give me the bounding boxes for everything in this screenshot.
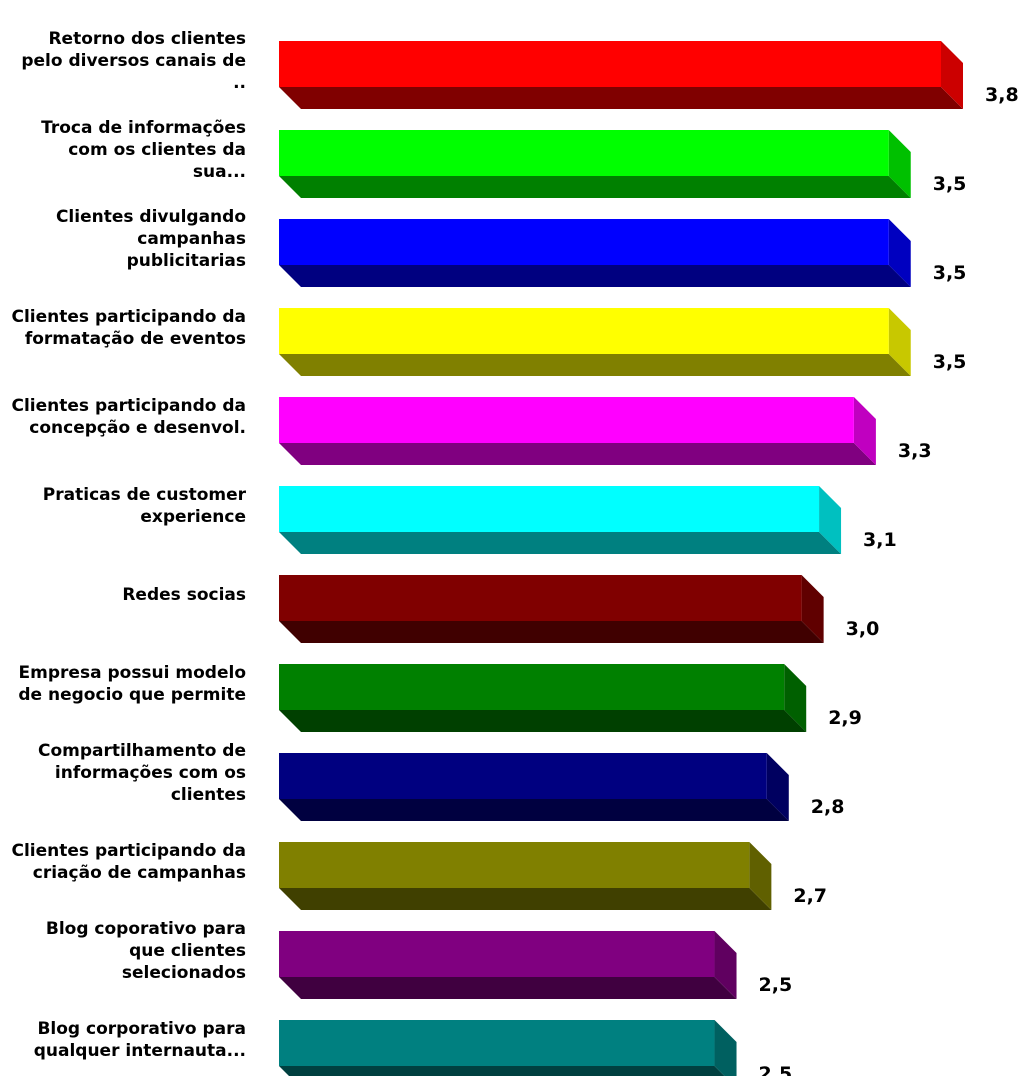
bar-6-bottom [279,532,842,554]
category-label-12-line-2: qualquer internauta... [34,1041,246,1061]
bar-2-side [888,130,911,198]
bar-10 [279,842,750,888]
category-label-2-line-1: Troca de informações [41,118,246,138]
value-label-9: 2,8 [811,796,845,818]
bar-8 [279,664,785,710]
bar-3-side [888,219,911,287]
category-label-9: Compartilhamento de informações com os cli… [38,741,246,805]
category-label-3-line-1: Clientes divulgando [56,207,246,227]
category-label-10-line-2: criação de campanhas [33,863,246,883]
category-labels: Retorno dos clientes pelo diversos canais… [12,29,247,1061]
category-label-3: Clientes divulgando campanhas publicitaria… [56,207,246,271]
value-label-10: 2,7 [793,885,827,907]
value-label-3: 3,5 [933,262,967,284]
value-label-8: 2,9 [828,707,862,729]
bars-group [279,41,963,1076]
category-label-2-line-2: com os clientes da [68,140,246,160]
category-label-11-line-2: que clientes [129,941,246,961]
category-label-11: Blog coporativo para que clientes selecion… [46,919,246,983]
bar-11-side [714,931,737,999]
bar-4 [279,308,889,354]
category-label-8-line-2: de negocio que permite [18,685,246,705]
bar-5-side [853,397,876,465]
bar-5 [279,397,854,443]
category-label-9-line-2: informações com os [55,763,246,783]
category-label-12-line-1: Blog corporativo para [37,1019,246,1039]
category-label-12: Blog corporativo para qualquer internauta… [34,1019,246,1061]
bar-5-bottom [279,443,876,465]
bar-1-bottom [279,87,963,109]
category-label-11-line-3: selecionados [122,963,246,983]
category-label-5-line-1: Clientes participando da [12,396,247,416]
category-label-2: Troca de informações com os clientes da su… [41,118,246,182]
category-label-6-line-1: Praticas de customer [43,485,247,505]
bar-2-bottom [279,176,911,198]
bar-10-side [749,842,772,910]
bar-1 [279,41,941,87]
category-label-4: Clientes participando da formatação de ev… [12,307,247,349]
bar-4-bottom [279,354,911,376]
bar-12 [279,1020,715,1066]
bar-9 [279,753,767,799]
category-label-6-line-2: experience [140,507,246,527]
category-label-1: Retorno dos clientes pelo diversos canais… [21,29,246,93]
bar-1-side [941,41,963,109]
category-label-4-line-2: formatação de eventos [25,329,246,349]
category-label-10-line-1: Clientes participando da [12,841,247,861]
bar-7-side [801,575,824,643]
bar-11-bottom [279,977,737,999]
value-label-7: 3,0 [846,618,880,640]
category-label-7-line-1: Redes socias [122,585,246,605]
bar-2 [279,130,889,176]
value-labels: 3,8 3,5 3,5 3,5 3,3 3,1 3,0 2,9 2,8 2,7 2,5 2,5 [759,84,1019,1076]
category-label-11-line-1: Blog coporativo para [46,919,246,939]
category-label-1-line-2: pelo diversos canais de [21,51,246,71]
value-label-4: 3,5 [933,351,967,373]
value-label-12: 2,5 [759,1063,793,1076]
bar-12-side [714,1020,737,1076]
bar-4-side [888,308,911,376]
bar-8-bottom [279,710,807,732]
category-label-8-line-1: Empresa possui modelo [19,663,246,683]
bar-11 [279,931,715,977]
category-label-5: Clientes participando da concepção e dese… [12,396,247,438]
bar-9-side [766,753,789,821]
bar-7 [279,575,802,621]
category-label-2-line-3: sua... [193,162,246,182]
bar-6-side [819,486,842,554]
value-label-6: 3,1 [863,529,897,551]
category-label-10: Clientes participando da criação de campa… [12,841,247,883]
value-label-1: 3,8 [985,84,1019,106]
category-label-3-line-2: campanhas [137,229,246,249]
bar-6 [279,486,820,532]
bar-8-side [784,664,807,732]
bar-7-bottom [279,621,824,643]
value-label-2: 3,5 [933,173,967,195]
category-label-1-line-3: .. [233,73,246,93]
category-label-9-line-1: Compartilhamento de [38,741,246,761]
bar-10-bottom [279,888,772,910]
category-label-1-line-1: Retorno dos clientes [48,29,246,49]
bar-3-bottom [279,265,911,287]
category-label-9-line-3: clientes [171,785,246,805]
category-label-6: Praticas de customer experience [43,485,247,527]
bar-9-bottom [279,799,789,821]
category-label-7: Redes socias [122,585,246,605]
value-label-5: 3,3 [898,440,932,462]
category-label-4-line-1: Clientes participando da [12,307,247,327]
value-label-11: 2,5 [759,974,793,996]
category-label-8: Empresa possui modelo de negocio que perm… [18,663,246,705]
bar-3 [279,219,889,265]
bar-12-bottom [279,1066,725,1076]
category-label-5-line-2: concepção e desenvol. [29,418,246,438]
category-label-3-line-3: publicitarias [127,251,246,271]
